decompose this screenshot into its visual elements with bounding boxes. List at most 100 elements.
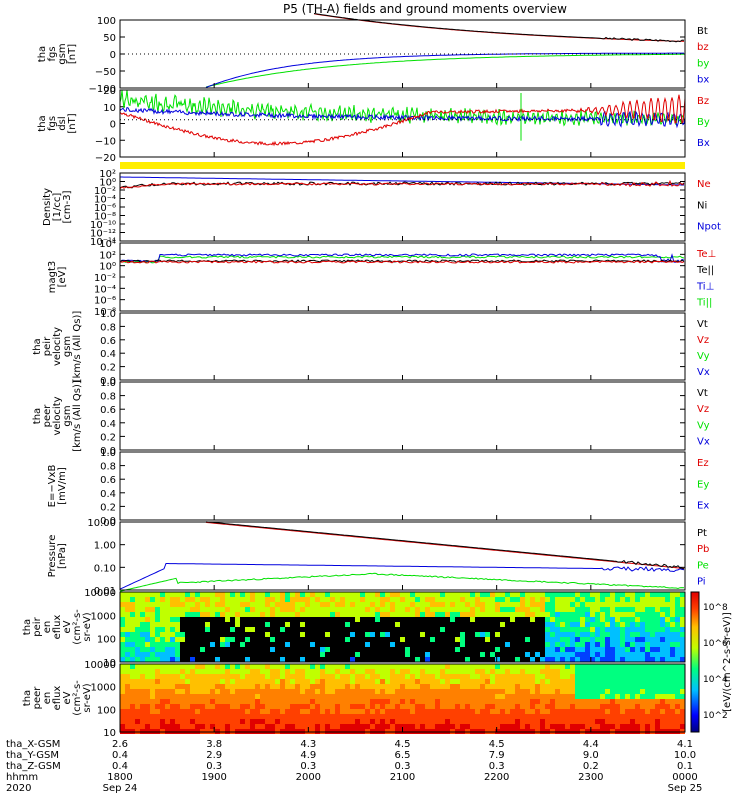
spec-cell [510, 679, 515, 684]
spec-cell [600, 637, 605, 642]
spec-cell [585, 689, 590, 694]
spec-cell [505, 657, 510, 662]
spec-cell [455, 679, 460, 684]
spec-cell [555, 714, 560, 719]
spec-cell [235, 622, 240, 627]
spec-cell [655, 632, 660, 637]
spec-cell [290, 617, 295, 622]
spec-cell [320, 674, 325, 679]
spec-cell [380, 642, 385, 647]
spec-cell [200, 632, 205, 637]
spec-cell [470, 709, 475, 714]
spec-cell [415, 637, 420, 642]
spec-cell [500, 724, 505, 729]
spec-cell [255, 627, 260, 632]
spec-cell [380, 647, 385, 652]
spec-cell [220, 704, 225, 709]
spec-cell [545, 669, 550, 674]
spec-cell [305, 719, 310, 724]
spec-cell [385, 684, 390, 689]
spec-cell [440, 597, 445, 602]
spec-cell [295, 602, 300, 607]
spec-cell [490, 679, 495, 684]
spec-cell [255, 714, 260, 719]
spec-cell [650, 674, 655, 679]
spec-cell [390, 657, 395, 662]
spec-cell [215, 714, 220, 719]
spec-cell [430, 689, 435, 694]
spec-cell [190, 602, 195, 607]
spec-cell [385, 652, 390, 657]
spec-cell [250, 602, 255, 607]
spec-cell [120, 719, 125, 724]
spec-cell [230, 724, 235, 729]
spec-cell [680, 647, 685, 652]
spec-cell [175, 612, 180, 617]
spec-cell [190, 592, 195, 597]
spec-cell [640, 632, 645, 637]
spec-cell [600, 612, 605, 617]
spec-cell [530, 607, 535, 612]
spec-cell [425, 674, 430, 679]
spec-cell [250, 647, 255, 652]
spec-cell [340, 674, 345, 679]
spec-cell [300, 647, 305, 652]
spec-cell [190, 664, 195, 669]
ytick-label: 0.8 [100, 462, 116, 473]
spec-cell [270, 709, 275, 714]
spec-cell [140, 694, 145, 699]
spec-cell [200, 669, 205, 674]
spec-cell [360, 679, 365, 684]
spec-cell [620, 724, 625, 729]
spec-cell [245, 709, 250, 714]
spec-cell [670, 714, 675, 719]
spec-cell [180, 699, 185, 704]
spec-cell [375, 724, 380, 729]
spec-cell [345, 617, 350, 622]
spec-cell [300, 699, 305, 704]
spec-cell [215, 647, 220, 652]
spec-cell [540, 694, 545, 699]
spec-cell [495, 597, 500, 602]
spec-cell [460, 657, 465, 662]
spec-cell [245, 679, 250, 684]
spec-cell [220, 694, 225, 699]
spec-cell [460, 694, 465, 699]
spec-cell [655, 664, 660, 669]
spec-cell [585, 657, 590, 662]
spec-cell [440, 637, 445, 642]
spec-cell [385, 612, 390, 617]
spec-cell [545, 719, 550, 724]
spec-cell [560, 642, 565, 647]
spec-cell [145, 694, 150, 699]
spec-cell [350, 612, 355, 617]
spec-cell [160, 684, 165, 689]
spec-cell [360, 714, 365, 719]
spec-cell [610, 724, 615, 729]
legend-Te||: Te|| [696, 265, 714, 276]
spec-cell [235, 704, 240, 709]
spec-cell [475, 704, 480, 709]
spec-cell [420, 652, 425, 657]
spec-cell [380, 704, 385, 709]
spec-cell [435, 592, 440, 597]
spec-cell [530, 714, 535, 719]
spec-cell [525, 664, 530, 669]
spec-cell [250, 704, 255, 709]
spec-cell [345, 684, 350, 689]
spec-cell [290, 597, 295, 602]
spec-cell [430, 674, 435, 679]
ylabel: tha [32, 408, 43, 424]
spec-cell [615, 709, 620, 714]
spec-cell [230, 627, 235, 632]
spec-cell [140, 627, 145, 632]
spec-cell [360, 719, 365, 724]
spec-cell [670, 622, 675, 627]
spec-cell [275, 704, 280, 709]
spec-cell [640, 709, 645, 714]
spec-cell [655, 719, 660, 724]
spec-cell [220, 674, 225, 679]
spec-cell [275, 637, 280, 642]
spec-cell [245, 724, 250, 729]
spec-cell [565, 632, 570, 637]
